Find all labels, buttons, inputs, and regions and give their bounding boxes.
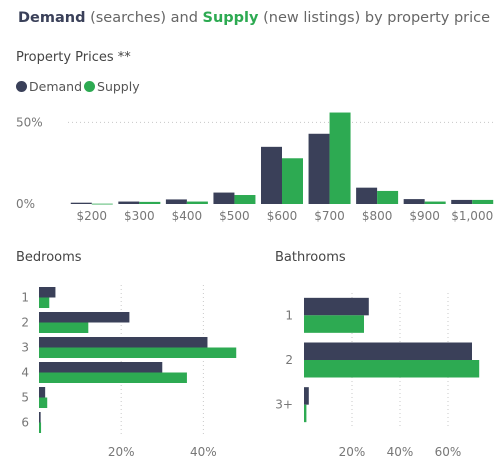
x-tick-label-3: $500: [219, 209, 250, 223]
price-bar-demand-0: [70, 202, 92, 204]
header-demand-rest: (searches) and: [85, 10, 203, 26]
bedrooms-category-label-5: 6: [21, 416, 29, 430]
x-tick-label-7: $900: [409, 209, 440, 223]
bathrooms-bar-supply-1: [304, 360, 480, 378]
legend-supply-label: Supply: [97, 79, 140, 94]
price-chart-title: Property Prices **: [16, 50, 131, 65]
price-bar-supply-8: [472, 199, 494, 204]
bathrooms-x-tick-label-1: 40%: [387, 445, 414, 459]
price-bar-demand-1: [118, 201, 140, 204]
bedrooms-bar-supply-2: [39, 347, 237, 358]
price-bar-supply-1: [139, 201, 161, 204]
price-bar-supply-4: [282, 158, 303, 204]
x-tick-label-2: $400: [172, 209, 203, 223]
bathrooms-category-label-2: 3+: [275, 398, 293, 412]
price-chart-legend[interactable]: Demand Supply: [16, 79, 142, 94]
price-bar-demand-6: [356, 187, 378, 204]
bedrooms-category-label-3: 4: [21, 366, 29, 380]
x-tick-label-1: $300: [124, 209, 155, 223]
bathrooms-bar-supply-0: [304, 315, 364, 333]
bathrooms-chart-title: Bathrooms: [275, 250, 346, 265]
bedrooms-bar-supply-5: [39, 422, 42, 433]
y-tick-label-1: 50%: [16, 115, 43, 129]
x-tick-label-0: $200: [77, 209, 108, 223]
x-tick-label-8: $1,000: [451, 209, 493, 223]
price-bar-supply-0: [91, 203, 113, 205]
bedrooms-category-label-4: 5: [21, 391, 29, 405]
price-bar-supply-6: [377, 190, 399, 204]
bedrooms-bar-supply-4: [39, 397, 48, 408]
bathrooms-bar-demand-0: [304, 297, 369, 316]
price-bar-demand-7: [403, 199, 425, 204]
price-bar-supply-3: [234, 195, 256, 204]
bedrooms-bar-supply-1: [39, 322, 89, 333]
legend-item-demand[interactable]: Demand: [16, 79, 82, 94]
bathrooms-bar-demand-1: [304, 342, 472, 360]
price-bar-demand-4: [261, 146, 282, 204]
y-tick-label-0: 0%: [16, 197, 35, 211]
bedrooms-bar-demand-0: [39, 287, 56, 298]
bathrooms-x-tick-label-2: 60%: [435, 445, 462, 459]
chart-header: Demand (searches) and Supply (new listin…: [18, 10, 490, 26]
bedrooms-bar-demand-1: [39, 312, 130, 323]
bedrooms-bar-demand-2: [39, 337, 208, 348]
bedrooms-bar-supply-3: [39, 372, 187, 383]
x-tick-label-5: $700: [314, 209, 345, 223]
price-bar-demand-5: [308, 133, 330, 204]
legend-demand-label: Demand: [29, 79, 83, 94]
bathrooms-bar-supply-2: [304, 404, 307, 423]
price-bar-demand-8: [451, 199, 473, 204]
price-bar-demand-2: [165, 199, 187, 204]
price-bar-supply-7: [424, 201, 446, 204]
x-tick-label-4: $600: [267, 209, 298, 223]
legend-item-supply[interactable]: Supply: [84, 79, 140, 94]
legend-supply-swatch: [84, 81, 96, 92]
bedrooms-category-label-0: 1: [21, 291, 29, 305]
header-supply-rest: (new listings) by property price: [258, 10, 491, 26]
x-tick-label-6: $800: [362, 209, 393, 223]
bedrooms-bar-demand-5: [39, 412, 41, 423]
price-bar-supply-5: [329, 112, 351, 204]
bedrooms-chart-title: Bedrooms: [16, 250, 82, 265]
header-supply-word: Supply: [202, 10, 259, 26]
bathrooms-x-tick-label-0: 20%: [339, 445, 366, 459]
price-bar-demand-3: [213, 192, 235, 204]
bedrooms-bar-demand-3: [39, 362, 163, 373]
price-bar-supply-2: [186, 201, 208, 204]
bedrooms-x-tick-label-0: 20%: [108, 445, 135, 459]
header-demand-word: Demand: [18, 10, 86, 26]
bedrooms-bar-demand-4: [39, 387, 46, 398]
legend-demand-swatch: [16, 81, 27, 92]
bathrooms-category-label-0: 1: [285, 308, 293, 322]
bathrooms-bar-demand-2: [304, 387, 309, 405]
bathrooms-category-label-1: 2: [285, 353, 293, 367]
bedrooms-category-label-1: 2: [21, 316, 29, 330]
bedrooms-x-tick-label-1: 40%: [190, 445, 217, 459]
bedrooms-bar-supply-0: [39, 297, 50, 308]
bedrooms-category-label-2: 3: [21, 341, 29, 355]
